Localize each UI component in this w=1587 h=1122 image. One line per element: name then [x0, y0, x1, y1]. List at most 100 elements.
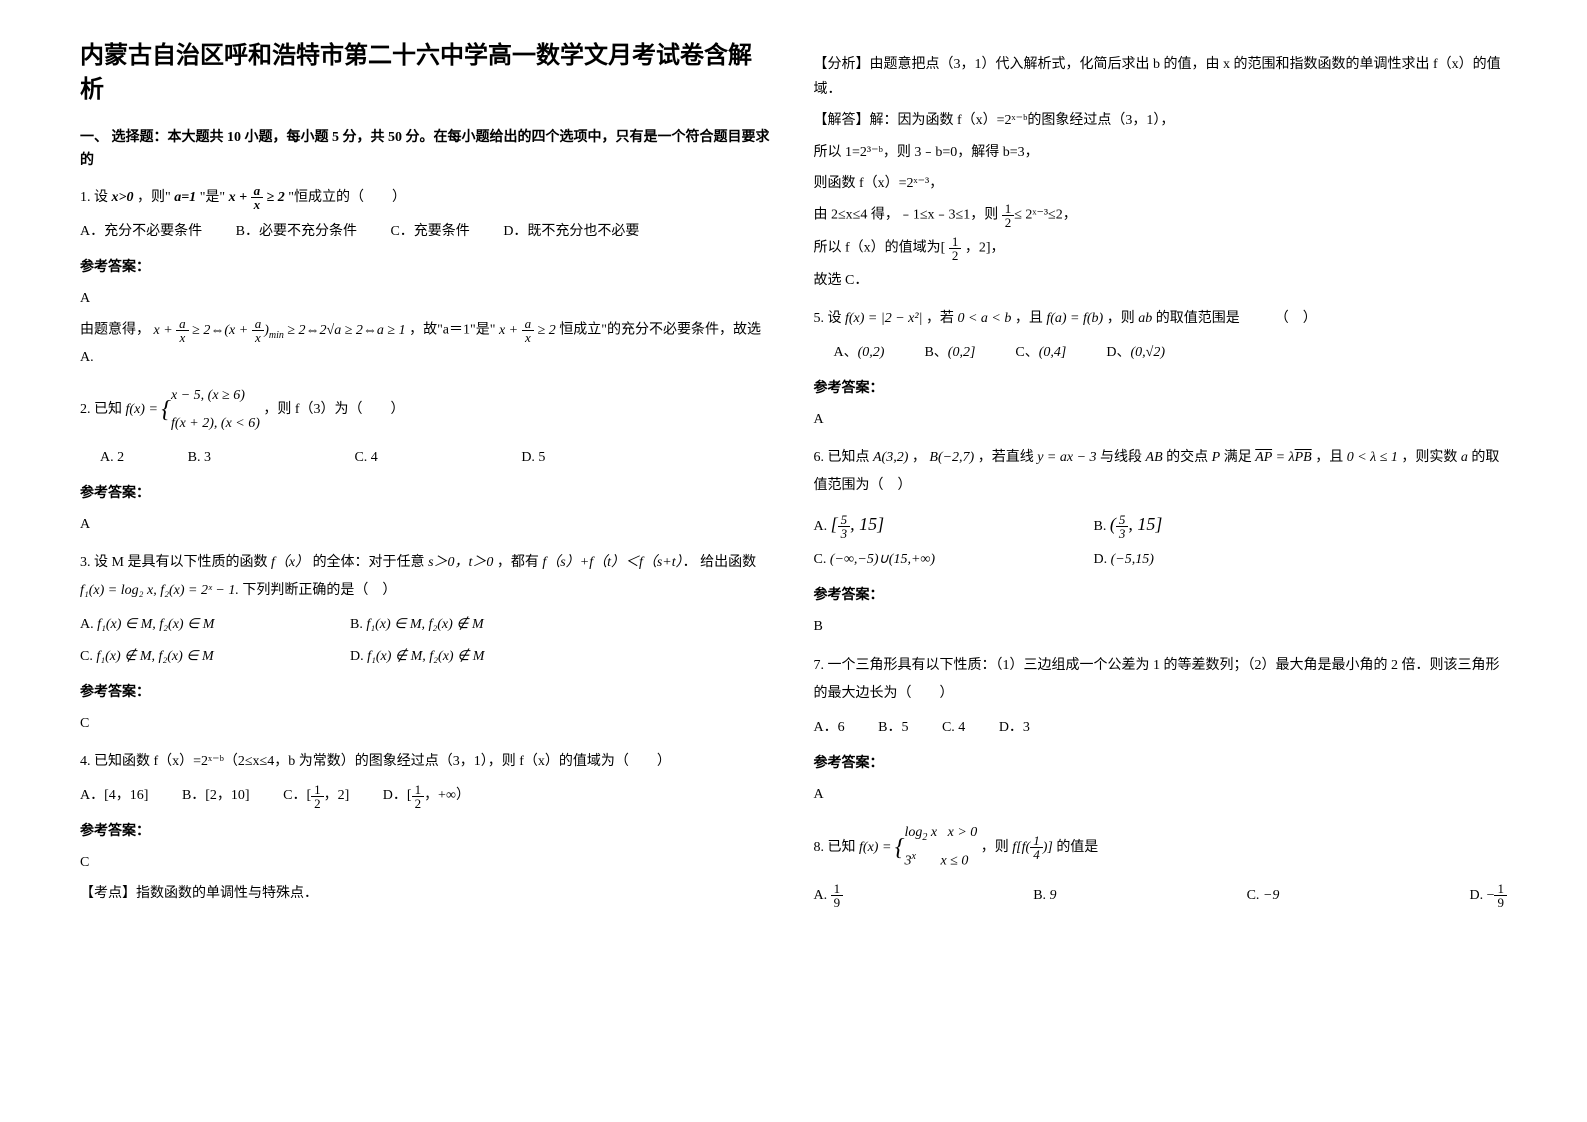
q5-optD: D、(0,√2) [1106, 339, 1165, 367]
section-header: 一、 选择题：本大题共 10 小题，每小题 5 分，共 50 分。在每小题给出的… [80, 127, 774, 172]
q2-optC: C. 4 [354, 444, 377, 472]
q6-vec: AP = λPB [1255, 450, 1311, 465]
q6-pB: B(−2,7) [929, 450, 974, 465]
q6-m6: ，且 [1315, 450, 1343, 465]
q2-optD: D. 5 [521, 444, 545, 472]
q5-m4: 的取值范围是 （ ） [1156, 311, 1317, 326]
q5-m2: ，且 [1015, 311, 1043, 326]
q3-ineq: f（s）+f（t）＜f（s+t） [542, 555, 682, 570]
q2-answer: A [80, 512, 774, 537]
q8-text: 8. 已知 f(x) = {log2 x x > 03x x ≤ 0 ，则 f[… [814, 819, 1508, 876]
q4-optD: D．[12，+∞） [383, 782, 470, 810]
q1-answer-label: 参考答案： [80, 254, 774, 282]
q6-options: A. [53, 15] B. (53, 15] C. (−∞,−5)∪(15,+… [814, 506, 1508, 574]
q5-text: 5. 设 f(x) = |2 − x²| ，若 0 < a < b ，且 f(a… [814, 305, 1508, 333]
q3-optB: B. f₁(x) ∈ M, f₂(x) ∉ M [350, 611, 484, 639]
q8-mid2: 的值是 [1056, 840, 1098, 855]
question-2: 2. 已知 f(x) = {x − 5, (x ≥ 6)f(x + 2), (x… [80, 382, 774, 537]
q3-options: A. f₁(x) ∈ M, f₂(x) ∈ M B. f₁(x) ∈ M, f₂… [80, 611, 774, 671]
q6-pA: A(3,2) [873, 450, 908, 465]
q2-optB: B. 3 [188, 444, 211, 472]
q5-var: ab [1138, 311, 1152, 326]
q5-m3: ，则 [1107, 311, 1135, 326]
q5-prefix: 5. 设 [814, 311, 842, 326]
q4-answer-label: 参考答案： [80, 818, 774, 846]
q5-options: A、(0,2) B、(0,2] C、(0,4] D、(0,√2) [834, 339, 1508, 367]
q3-t5: 下列判断正确的是（ ） [242, 583, 396, 598]
q8-mid: ，则 [981, 840, 1009, 855]
q1-ana1: 由题意得， [80, 323, 150, 338]
q1-ana-math2: x + ax ≥ 2 [499, 323, 556, 338]
q1-mid3: "恒成立的（ ） [288, 190, 406, 205]
q1-cond2: a=1 [174, 190, 196, 205]
question-3: 3. 设 M 是具有以下性质的函数 f（x） 的全体：对于任意 s＞0，t＞0 … [80, 549, 774, 736]
q3-t1: 3. 设 M 是具有以下性质的函数 [80, 555, 267, 570]
q7-optA: A．6 [814, 714, 845, 742]
q6-pP: P [1212, 450, 1221, 465]
q5-eq: f(a) = f(b) [1046, 311, 1103, 326]
q1-text: 1. 设 x>0 ，则" a=1 "是" x + ax ≥ 2 "恒成立的（ ） [80, 184, 774, 212]
q4-solve4: 由 2≤x≤4 得，﹣1≤x﹣3≤1，则 12≤ 2ˣ⁻³≤2， [814, 202, 1508, 229]
q4-solve2: 所以 1=2³⁻ᵇ，则 3﹣b=0，解得 b=3， [814, 140, 1508, 165]
q1-expr: x + ax ≥ 2 [229, 190, 285, 205]
q4-optC: C．[12，2] [283, 782, 349, 810]
question-4: 4. 已知函数 f（x）=2ˣ⁻ᵇ（2≤x≤4，b 为常数）的图象经过点（3，1… [80, 748, 774, 906]
question-1: 1. 设 x>0 ，则" a=1 "是" x + ax ≥ 2 "恒成立的（ ）… [80, 184, 774, 370]
q6-line: y = ax − 3 [1037, 450, 1096, 465]
q6-var: a [1461, 450, 1468, 465]
q1-ana2: ，故"a＝1"是" [409, 323, 495, 338]
q6-m3: 与线段 [1100, 450, 1142, 465]
q2-func: f(x) = {x − 5, (x ≥ 6)f(x + 2), (x < 6) [126, 402, 260, 417]
q3-t4: 给出函数 [700, 555, 756, 570]
q4-optA: A．[4，16] [80, 782, 148, 810]
q2-mid: ，则 f（3）为（ ） [263, 402, 404, 417]
q8-optC: C. −9 [1247, 882, 1280, 910]
q3-fx: f（x） [271, 555, 309, 570]
left-column: 内蒙古自治区呼和浩特市第二十六中学高一数学文月考试卷含解析 一、 选择题：本大题… [60, 40, 794, 1082]
q5-answer-label: 参考答案： [814, 375, 1508, 403]
q3-optA: A. f₁(x) ∈ M, f₂(x) ∈ M [80, 611, 330, 639]
q3-funcs: f₁(x) = log₂ x, f₂(x) = 2ˣ − 1. [80, 583, 239, 598]
q1-answer: A [80, 286, 774, 311]
q4-solve1: 【解答】解：因为函数 f（x）=2ˣ⁻ᵇ的图象经过点（3，1）， [814, 108, 1508, 133]
q7-answer: A [814, 782, 1508, 807]
q4-solve6: 故选 C． [814, 268, 1508, 293]
q8-expr: f[f(14)] [1012, 840, 1053, 855]
q1-analysis: 由题意得， x + ax ≥ 2⇔(x + ax)min ≥ 2⇔2√a ≥ 2… [80, 317, 774, 370]
q1-optB: B．必要不充分条件 [236, 218, 357, 246]
question-8: 8. 已知 f(x) = {log2 x x > 03x x ≤ 0 ，则 f[… [814, 819, 1508, 910]
q1-prefix: 1. 设 [80, 190, 108, 205]
q3-optC: C. f₁(x) ∉ M, f₂(x) ∈ M [80, 643, 330, 671]
q6-text: 6. 已知点 A(3,2) ， B(−2,7) ，若直线 y = ax − 3 … [814, 444, 1508, 500]
document-title: 内蒙古自治区呼和浩特市第二十六中学高一数学文月考试卷含解析 [80, 40, 774, 107]
q6-seg: AB [1146, 450, 1163, 465]
q6-optD: D. (−5,15) [1094, 546, 1154, 574]
q3-t3: ，都有 [497, 555, 539, 570]
q6-cond: 0 < λ ≤ 1 [1347, 450, 1398, 465]
q6-m1: ， [912, 450, 926, 465]
q8-options: A. 19 B. 9 C. −9 D. −19 [814, 882, 1508, 910]
q6-m2: ，若直线 [978, 450, 1034, 465]
q6-prefix: 6. 已知点 [814, 450, 870, 465]
question-5: 5. 设 f(x) = |2 − x²| ，若 0 < a < b ，且 f(a… [814, 305, 1508, 432]
q6-optA: A. [53, 15] [814, 506, 1074, 542]
q8-func: f(x) = {log2 x x > 03x x ≤ 0 [859, 840, 977, 855]
q5-optA: A、(0,2) [834, 339, 885, 367]
q4-point: 【考点】指数函数的单调性与特殊点． [80, 881, 774, 906]
q7-options: A．6 B．5 C. 4 D．3 [814, 714, 1508, 742]
q1-optD: D．既不充分也不必要 [503, 218, 639, 246]
q4-solve3: 则函数 f（x）=2ˣ⁻³， [814, 171, 1508, 196]
right-column: 【分析】由题意把点（3，1）代入解析式，化简后求出 b 的值，由 x 的范围和指… [794, 40, 1528, 1082]
q5-func: f(x) = |2 − x²| [845, 311, 922, 326]
q8-optA: A. 19 [814, 882, 844, 910]
q1-mid2: "是" [200, 190, 225, 205]
q2-options: A. 2 B. 3 C. 4 D. 5 [80, 444, 774, 472]
q1-options: A．充分不必要条件 B．必要不充分条件 C．充要条件 D．既不充分也不必要 [80, 218, 774, 246]
q1-optA: A．充分不必要条件 [80, 218, 202, 246]
q4-analysis: 【分析】由题意把点（3，1）代入解析式，化简后求出 b 的值，由 x 的范围和指… [814, 52, 1508, 102]
q6-optB: B. (53, 15] [1094, 506, 1163, 542]
q5-m1: ，若 [926, 311, 954, 326]
q2-answer-label: 参考答案： [80, 480, 774, 508]
q3-t2: 的全体：对于任意 [313, 555, 425, 570]
q5-optB: B、(0,2] [924, 339, 975, 367]
